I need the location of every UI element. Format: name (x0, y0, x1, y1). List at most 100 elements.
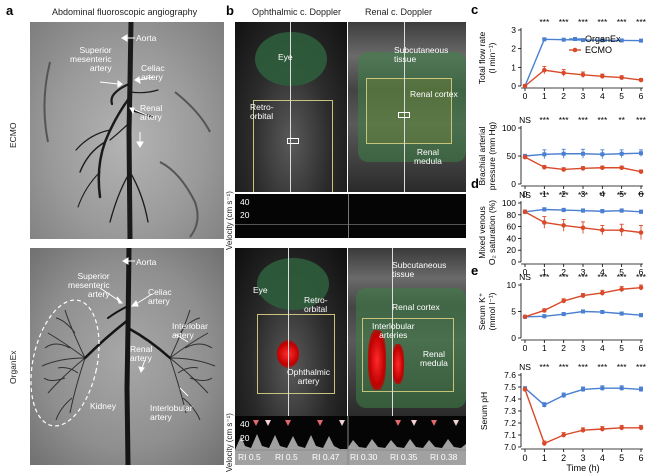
organex-aorta-label: Aorta (136, 257, 157, 267)
chart2-xtick-label-3: 3 (581, 267, 586, 277)
chart2-series-0-point-4 (600, 209, 605, 214)
chart3-ytick-label-2: 10 (507, 280, 517, 290)
chart3-sig-1: *** (539, 272, 550, 282)
organex-kidney-label: Kidney (90, 401, 116, 411)
chart1-xtick-label-6: 6 (639, 189, 644, 199)
organex-cursor-line-1 (288, 248, 289, 416)
chart1-series-1-point-6 (638, 169, 644, 174)
chart2-ytick-label-5: 100 (502, 198, 516, 208)
chart1-ytick-label-0: 0 (511, 179, 516, 189)
ecmo-arrows (99, 34, 154, 148)
chart2-ylabel-line-1: O₂ saturation (%) (487, 200, 497, 265)
panel-b-label: b (226, 3, 234, 18)
chart4-xtick-label-0: 0 (522, 453, 527, 463)
chart0-series-0-point-1 (542, 37, 547, 42)
chart4-sig-5: *** (617, 362, 628, 372)
ecmo-velocity-axis-label: Velocity (cm s⁻¹) (225, 191, 234, 250)
chart3-xtick-label-4: 4 (600, 343, 605, 353)
chart0-series-1-point-5 (619, 75, 624, 80)
chart3-sig-5: *** (617, 272, 628, 282)
chart3-ylabel-line-1: (mmol l⁻¹) (487, 292, 497, 330)
ecmo-tick-40: 40 (240, 197, 250, 207)
chart0-series-1-point-1 (542, 67, 547, 73)
chart3-sig-3: *** (578, 272, 589, 282)
chart4-series-0-point-6 (639, 387, 643, 392)
chart4-xtick-label-5: 5 (619, 453, 624, 463)
chart0-series-0-point-3 (581, 38, 585, 43)
panel-e-label: e (471, 263, 478, 278)
chart4-xlabel: Time (h) (566, 463, 599, 473)
chart4-series-1-point-2 (561, 432, 566, 438)
chart0-ylabel-line-1: (l min⁻¹) (487, 42, 497, 73)
organex-cortex-box (362, 318, 454, 392)
ri-label-1: RI 0.5 (238, 452, 261, 462)
chart4-ytick-label-3: 7.3 (504, 406, 516, 416)
chart2-ytick-label-0: 0 (511, 257, 516, 267)
chart4-sig-1: *** (539, 362, 550, 372)
chart3-series-0-point-3 (581, 309, 585, 314)
chart3-series-1-point-2 (561, 298, 566, 304)
organex-retro-label: Retro- orbital (304, 295, 328, 314)
chart3-series-0-point-5 (619, 311, 624, 316)
chart1-series-1-point-2 (561, 167, 566, 172)
chart1-sig-1: *** (539, 115, 550, 125)
chart2-sig-5: *** (617, 190, 628, 200)
chart2-sig-1: *** (539, 190, 550, 200)
panel-a-label: a (6, 3, 14, 18)
organex-celiac-label: Celiac artery (148, 287, 172, 306)
ecmo-cursor-line-1 (290, 22, 291, 192)
chart2-xtick-label-4: 4 (600, 267, 605, 277)
organex-interlobular-label: Interlobular artery (150, 403, 193, 422)
ri-label-4: RI 0.30 (350, 452, 378, 462)
ecmo-side-label: ECMO (8, 122, 18, 149)
chart4-sig-2: *** (559, 362, 570, 372)
chart2-series-0-point-6 (639, 209, 643, 214)
organex-velocity-axis-label: Velocity (cm s⁻¹) (225, 413, 234, 472)
ri-label-6: RI 0.38 (430, 452, 458, 462)
chart0-xtick-label-1: 1 (542, 91, 547, 101)
chart1-xtick-label-4: 4 (600, 189, 605, 199)
organex-spectrum-waveform (235, 416, 466, 465)
chart4-series-1-point-1 (542, 441, 547, 446)
organex-interlobular-label: Interlobular arteries (372, 321, 415, 340)
chart0-sig-3: *** (597, 17, 608, 27)
chart0-xtick-label-2: 2 (561, 91, 566, 101)
ecmo-cortex-label: Renal cortex (410, 89, 458, 99)
chart2-xtick-label-2: 2 (561, 267, 566, 277)
chart3-series-1-point-0 (522, 314, 528, 320)
chart2-ytick-label-1: 20 (507, 245, 517, 255)
chart3-sig-4: *** (597, 272, 608, 282)
chart1-xtick-label-3: 3 (581, 189, 586, 199)
organex-tick-20: 20 (240, 433, 250, 443)
chart2-sig-2: *** (559, 190, 570, 200)
chart2-xtick-label-5: 5 (619, 267, 624, 277)
kidney-right-vessel-tree (169, 309, 216, 421)
ecmo-medula-label: Renal medula (414, 147, 442, 166)
chart0-ytick-label-1: 1 (511, 62, 516, 72)
ecmo-eye-label: Eye (278, 52, 293, 62)
chart4-series-1-point-3 (580, 427, 586, 433)
organex-ophthalmic-label: Ophthalmic artery (287, 367, 330, 386)
chart4-ytick-label-6: 7.6 (504, 370, 516, 380)
chart1-series-1-point-3 (580, 166, 586, 171)
chart2-ylabel-line-0: Mixed venous (477, 206, 487, 258)
ecmo-tick-20: 20 (240, 210, 250, 220)
chart1-ytick-label-2: 100 (502, 123, 516, 133)
chart0-xtick-label-4: 4 (600, 91, 605, 101)
chart3-series-1-point-1 (542, 308, 547, 313)
organex-cursor-line-2 (392, 248, 393, 416)
chart0-sig-1: *** (559, 17, 570, 27)
chart4-series-0-point-3 (581, 387, 585, 392)
chart3-series-1-point-3 (580, 293, 586, 298)
chart3-sig-6: *** (636, 272, 647, 282)
chart1-series-1-point-5 (619, 165, 624, 171)
organex-angiogram-image (30, 248, 224, 465)
chart4-ytick-label-5: 7.5 (504, 382, 516, 392)
chart0-sig-2: *** (578, 17, 589, 27)
organex-medula-label: Renal medula (420, 349, 448, 368)
chart1-series-0-point-4 (600, 152, 605, 157)
ri-label-2: RI 0.5 (275, 452, 298, 462)
chart0-series-0-point-2 (561, 37, 566, 42)
chart0-ytick-label-0: 0 (511, 81, 516, 91)
chart0-sig-4: *** (617, 17, 628, 27)
